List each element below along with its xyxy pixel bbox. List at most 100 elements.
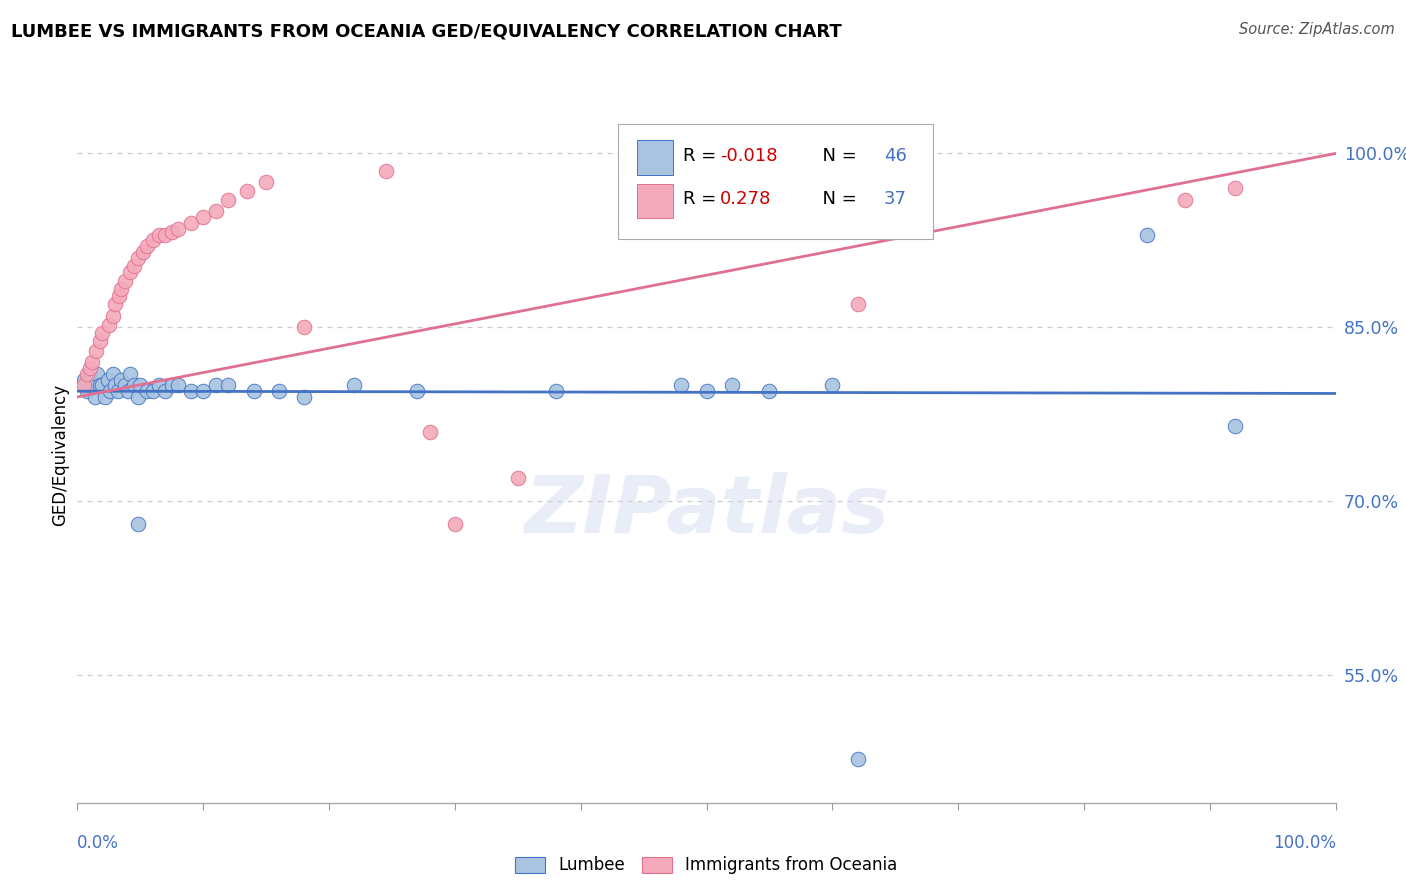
- Point: [254, 175, 277, 190]
- Point: [120, 265, 142, 279]
- Point: [122, 259, 145, 273]
- Point: [104, 378, 127, 392]
- Point: [89, 334, 111, 349]
- Point: [155, 384, 177, 398]
- Point: [135, 384, 157, 398]
- Point: [191, 211, 215, 225]
- Point: [96, 373, 118, 387]
- Point: [79, 361, 101, 376]
- Point: [142, 384, 165, 398]
- Point: [135, 239, 157, 253]
- Point: [1223, 419, 1246, 434]
- Point: [91, 326, 114, 341]
- Point: [374, 164, 396, 178]
- Text: Source: ZipAtlas.com: Source: ZipAtlas.com: [1239, 22, 1395, 37]
- Point: [104, 297, 127, 311]
- Point: [129, 378, 152, 392]
- Point: [217, 378, 239, 392]
- Point: [82, 355, 104, 369]
- Point: [91, 378, 114, 392]
- Point: [110, 282, 132, 296]
- Text: -0.018: -0.018: [720, 147, 778, 165]
- Text: LUMBEE VS IMMIGRANTS FROM OCEANIA GED/EQUIVALENCY CORRELATION CHART: LUMBEE VS IMMIGRANTS FROM OCEANIA GED/EQ…: [11, 22, 842, 40]
- Point: [1223, 181, 1246, 195]
- Point: [127, 251, 149, 265]
- Point: [117, 384, 139, 398]
- Point: [89, 378, 111, 392]
- Point: [444, 517, 467, 532]
- Point: [160, 225, 183, 239]
- Point: [101, 367, 124, 381]
- Point: [148, 227, 170, 242]
- Point: [267, 384, 290, 398]
- Point: [191, 384, 215, 398]
- Point: [110, 373, 132, 387]
- Point: [720, 378, 742, 392]
- Point: [72, 378, 94, 392]
- Point: [167, 378, 190, 392]
- Text: 46: 46: [884, 147, 907, 165]
- Point: [114, 378, 136, 392]
- Point: [76, 367, 98, 381]
- Point: [343, 378, 366, 392]
- Point: [148, 378, 170, 392]
- Point: [84, 390, 107, 404]
- Point: [155, 227, 177, 242]
- Bar: [637, 184, 672, 219]
- Text: N =: N =: [811, 147, 862, 165]
- Point: [180, 216, 202, 230]
- Text: ZIPatlas: ZIPatlas: [524, 472, 889, 549]
- Point: [72, 373, 94, 387]
- Text: 37: 37: [884, 190, 907, 208]
- Point: [107, 384, 129, 398]
- Point: [671, 378, 693, 392]
- Point: [544, 384, 567, 398]
- Point: [86, 367, 108, 381]
- Point: [97, 318, 120, 332]
- Text: 0.0%: 0.0%: [77, 834, 120, 852]
- Point: [846, 297, 869, 311]
- Point: [758, 384, 780, 398]
- Point: [846, 752, 869, 766]
- Point: [1174, 193, 1197, 207]
- Point: [108, 289, 131, 303]
- Text: R =: R =: [682, 190, 721, 208]
- Point: [160, 378, 183, 392]
- Point: [217, 193, 239, 207]
- Point: [120, 367, 142, 381]
- Point: [292, 390, 315, 404]
- Point: [82, 378, 104, 392]
- Point: [142, 233, 165, 247]
- Text: N =: N =: [811, 190, 862, 208]
- Point: [1136, 227, 1159, 242]
- Point: [114, 274, 136, 288]
- Point: [419, 425, 441, 439]
- Text: 0.278: 0.278: [720, 190, 772, 208]
- FancyBboxPatch shape: [619, 124, 934, 239]
- Legend: Lumbee, Immigrants from Oceania: Lumbee, Immigrants from Oceania: [516, 856, 897, 874]
- Point: [292, 320, 315, 334]
- Point: [132, 244, 155, 259]
- Point: [204, 378, 226, 392]
- Bar: [637, 140, 672, 175]
- Point: [180, 384, 202, 398]
- Point: [242, 384, 264, 398]
- Point: [236, 184, 259, 198]
- Point: [204, 204, 226, 219]
- Point: [167, 222, 190, 236]
- Point: [821, 378, 844, 392]
- Point: [406, 384, 429, 398]
- Point: [101, 309, 124, 323]
- Point: [94, 390, 117, 404]
- Point: [84, 343, 107, 358]
- Text: R =: R =: [682, 147, 721, 165]
- Point: [76, 384, 98, 398]
- Point: [98, 384, 121, 398]
- Y-axis label: GED/Equivalency: GED/Equivalency: [51, 384, 69, 526]
- Point: [696, 384, 718, 398]
- Point: [122, 378, 145, 392]
- Text: 100.0%: 100.0%: [1272, 834, 1336, 852]
- Point: [127, 390, 149, 404]
- Point: [79, 367, 101, 381]
- Point: [506, 471, 529, 485]
